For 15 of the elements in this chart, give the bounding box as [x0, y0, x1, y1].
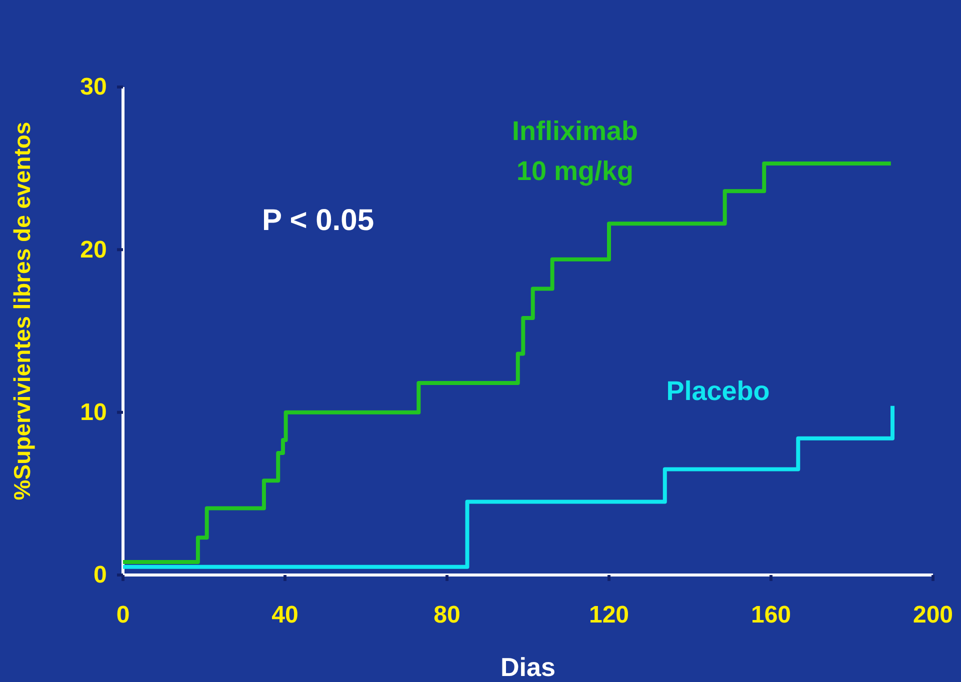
series-label: Placebo	[666, 376, 770, 406]
y-tick-label: 20	[80, 236, 107, 264]
series-label: Infliximab 10 mg/kg	[512, 116, 638, 186]
y-tick-label: 0	[93, 562, 107, 589]
x-tick-label: 200	[912, 601, 954, 628]
y-axis-title: %Supervivientes libres de eventos	[9, 122, 35, 500]
x-tick-label: 80	[434, 601, 460, 628]
x-tick-label: 40	[272, 601, 298, 628]
x-tick-label: 0	[116, 601, 130, 628]
y-tick-label: 10	[80, 399, 107, 426]
x-tick-label: 160	[750, 601, 792, 628]
x-tick-label: 120	[588, 601, 630, 628]
y-tick-label: 30	[80, 74, 107, 101]
x-axis-title: Dias	[500, 652, 556, 682]
annotation: P < 0.05	[262, 204, 374, 237]
